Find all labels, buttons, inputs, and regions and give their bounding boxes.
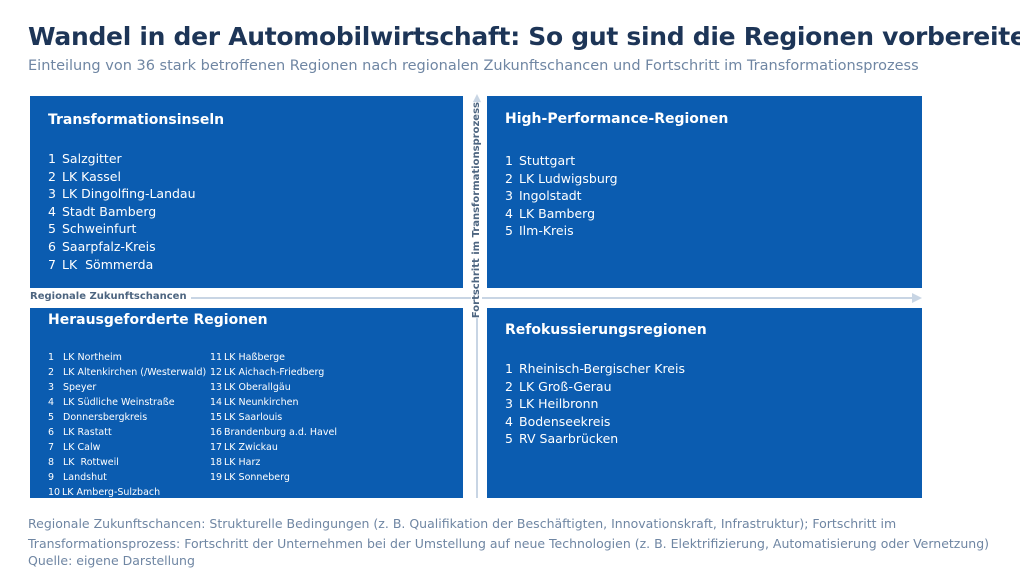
item-number: 4 <box>505 413 513 429</box>
source: Quelle: eigene Darstellung <box>28 553 195 568</box>
item-name: LK Sonneberg <box>224 472 290 483</box>
item-name: LK Dingolfing-Landau <box>62 186 196 202</box>
item-number: 5 <box>505 431 513 446</box>
item-name: LK Bamberg <box>519 205 596 221</box>
item-name: LK Groß-Gerau <box>519 378 612 394</box>
item-number: 10 <box>48 487 61 498</box>
item-name: Rheinisch-Bergischer Kreis <box>519 361 685 376</box>
quadrant-title: High-Performance-Regionen <box>505 111 729 127</box>
item-number: 1 <box>48 352 55 363</box>
item-number: 5 <box>48 412 55 423</box>
quadrant-title: Herausgeforderte Regionen <box>48 312 268 328</box>
item-number: 18 <box>210 457 223 468</box>
item-number: 19 <box>210 472 223 483</box>
item-name: Ingolstadt <box>519 188 582 204</box>
item-name: Landshut <box>63 472 107 483</box>
item-number: 5 <box>48 221 56 237</box>
item-name: LK Harz <box>224 457 261 468</box>
item-name: RV Saarbrücken <box>519 431 619 446</box>
item-number: 4 <box>48 397 55 408</box>
item-number: 13 <box>210 382 223 393</box>
item-name: Speyer <box>63 382 97 393</box>
item-name: LK Rottweil <box>63 457 119 468</box>
item-number: 6 <box>48 239 56 254</box>
item-name: LK Northeim <box>63 352 122 363</box>
x-axis-label: Regionale Zukunftschancen <box>30 291 191 302</box>
item-number: 12 <box>210 367 223 378</box>
item-number: 4 <box>505 205 513 221</box>
item-number: 16 <box>210 427 223 438</box>
item-name: LK Heilbronn <box>519 396 599 411</box>
item-number: 3 <box>48 186 56 202</box>
quadrant: Transformationsinseln 1 Salzgitter 2 LK Kass… <box>30 96 463 288</box>
item-name: LK Ludwigsburg <box>519 170 618 186</box>
item-number: 7 <box>48 442 55 453</box>
item-name: LK Zwickau <box>224 442 278 453</box>
item-name: Ilm-Kreis <box>519 223 574 239</box>
item-name: Donnersbergkreis <box>63 412 148 423</box>
item-number: 9 <box>48 472 55 483</box>
item-number: 1 <box>505 361 513 376</box>
item-number: 17 <box>210 442 223 453</box>
item-name: Bodenseekreis <box>519 413 611 429</box>
item-name: LK Saarlouis <box>224 412 283 423</box>
item-name: Stadt Bamberg <box>62 203 157 219</box>
item-name: Brandenburg a.d. Havel <box>224 427 337 438</box>
item-name: Stuttgart <box>519 153 576 168</box>
item-number: 3 <box>505 188 513 204</box>
title: Wandel in der Automobilwirtschaft: So gu… <box>28 22 1020 51</box>
item-number: 1 <box>48 151 56 166</box>
item-name: LK Aichach-Friedberg <box>224 367 325 378</box>
item-number: 2 <box>48 367 55 378</box>
item-number: 8 <box>48 457 55 468</box>
item-name: Schweinfurt <box>62 221 137 237</box>
item-number: 4 <box>48 203 56 219</box>
item-number: 3 <box>48 382 55 393</box>
item-name: LK Amberg-Sulzbach <box>62 487 161 498</box>
item-name: LK Kassel <box>62 168 121 184</box>
item-number: 3 <box>505 396 513 411</box>
item-name: Salzgitter <box>62 151 122 166</box>
item-number: 6 <box>48 427 55 438</box>
quadrant: Refokussierungsregionen 1 Rheinisch-Bergis… <box>487 308 922 498</box>
item-name: LK Oberallgäu <box>224 382 291 393</box>
item-number: 2 <box>48 168 56 184</box>
item-name: LK Haßberge <box>224 352 285 363</box>
y-arrow <box>472 94 482 104</box>
footnote: Regionale Zukunftschancen: Strukturelle … <box>28 516 990 551</box>
item-number: 11 <box>210 352 223 363</box>
item-number: 2 <box>505 378 513 394</box>
item-number: 1 <box>505 153 513 168</box>
item-name: LK Neunkirchen <box>224 397 299 408</box>
item-name: LK Sömmerda <box>62 256 154 272</box>
item-name: LK Altenkirchen (/Westerwald) <box>63 367 207 378</box>
item-number: 5 <box>505 223 513 239</box>
item-number: 2 <box>505 170 513 186</box>
x-arrow <box>912 293 922 303</box>
item-number: 14 <box>210 397 223 408</box>
quadrant-title: Refokussierungsregionen <box>505 322 707 338</box>
item-number: 15 <box>210 412 223 423</box>
item-name: LK Calw <box>63 442 101 453</box>
subtitle: Einteilung von 36 stark betroffenen Regi… <box>28 58 919 74</box>
item-number: 7 <box>48 256 56 272</box>
item-name: LK Südliche Weinstraße <box>63 397 175 408</box>
quadrant: Herausgeforderte Regionen 1 LK Northeim 2 LK… <box>30 308 463 498</box>
quadrant-title: Transformationsinseln <box>48 112 225 128</box>
item-name: Saarpfalz-Kreis <box>62 239 156 254</box>
quadrant: High-Performance-Regionen 1 Stuttgart 2 LK L… <box>487 96 922 288</box>
y-axis-label: Fortschritt im Transformationsprozess <box>471 102 482 319</box>
item-name: LK Rastatt <box>63 427 112 438</box>
